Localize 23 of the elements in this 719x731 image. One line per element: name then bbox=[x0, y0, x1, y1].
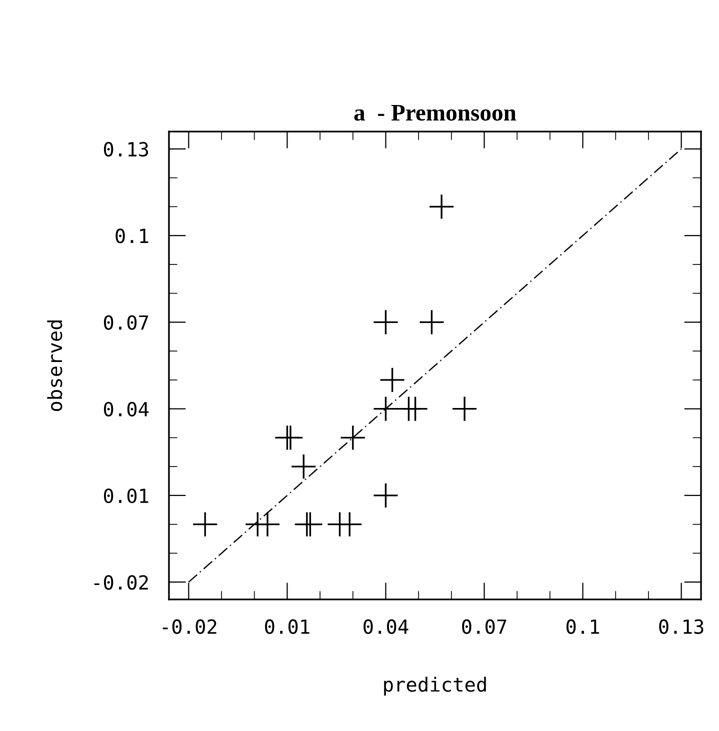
y-tick-label: 0.04 bbox=[104, 402, 149, 417]
x-tick-label: 0.1 bbox=[566, 619, 600, 634]
y-tick-label: 0.13 bbox=[104, 142, 148, 157]
point bbox=[452, 396, 477, 421]
y-tick-label: 0.01 bbox=[104, 488, 148, 504]
y-tick-label: 0.07 bbox=[104, 315, 148, 330]
point bbox=[380, 368, 404, 392]
x-tick-label: 0.07 bbox=[462, 619, 506, 634]
x-tick-label: 0.04 bbox=[364, 619, 408, 634]
point bbox=[278, 426, 303, 450]
point bbox=[374, 310, 398, 334]
point bbox=[430, 194, 454, 219]
y-tick-label: -0.02 bbox=[94, 575, 148, 590]
y-tick-label: 0.1 bbox=[116, 228, 148, 244]
point bbox=[292, 454, 316, 479]
x-tick-label: 0.13 bbox=[659, 619, 704, 634]
x-tick-label: 0.01 bbox=[265, 619, 310, 634]
x-tick-label: -0.02 bbox=[162, 619, 216, 634]
point bbox=[255, 512, 280, 536]
x-axis-title: predicted bbox=[384, 676, 486, 696]
y-axis-title: observed bbox=[47, 320, 62, 412]
point bbox=[374, 483, 398, 508]
chart-title: a - Premonsoon bbox=[354, 105, 516, 121]
